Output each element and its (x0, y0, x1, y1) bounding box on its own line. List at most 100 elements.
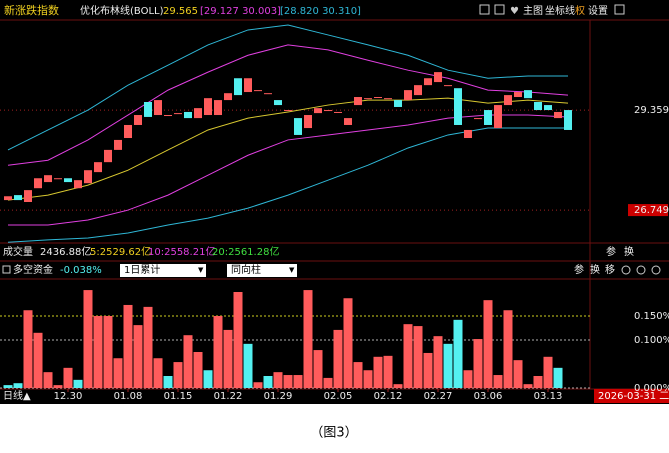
icon[interactable]: ♥ (510, 6, 519, 17)
icon[interactable] (479, 4, 490, 15)
dropdown[interactable] (120, 264, 206, 277)
candle (354, 97, 362, 106)
band-line (7, 97, 569, 201)
bar (243, 343, 253, 388)
indicator: 优化布林线(BOLL) (80, 4, 164, 17)
button[interactable]: 换 (624, 245, 634, 258)
tick-box (628, 204, 668, 217)
bar (223, 329, 233, 388)
bar (333, 329, 343, 388)
x-tick-label: 01.15 (164, 391, 193, 402)
bar (83, 290, 93, 388)
candle (114, 139, 122, 150)
candle (564, 110, 572, 130)
button[interactable]: 权 (575, 4, 585, 17)
button[interactable]: 参 (606, 245, 616, 258)
candle (174, 113, 182, 115)
candle (524, 90, 532, 99)
dropdown-text[interactable]: 同向柱 (231, 263, 261, 276)
candle (154, 100, 162, 116)
bar (473, 339, 483, 388)
dropdown-text[interactable]: 1日累计 (124, 263, 160, 276)
candle (274, 100, 282, 106)
candle (334, 111, 342, 113)
period[interactable]: 日线▲ (3, 389, 31, 402)
bar (513, 360, 523, 388)
bar (303, 290, 313, 388)
x-tick-label: 01.29 (264, 391, 293, 402)
bar (483, 300, 493, 388)
icon[interactable] (621, 265, 631, 275)
x-tick-label: 02.27 (424, 391, 453, 402)
bar (423, 352, 433, 388)
bar (433, 336, 443, 388)
dropdown[interactable] (227, 264, 297, 277)
candle (84, 170, 92, 184)
candle (264, 93, 272, 95)
x-tick-label: 01.22 (214, 391, 243, 402)
icon[interactable] (2, 265, 11, 274)
candle (194, 108, 202, 119)
dropdown-arrow[interactable]: ▼ (289, 266, 295, 274)
candle (284, 110, 292, 112)
candle (394, 100, 402, 107)
bar (53, 385, 63, 388)
mid-value: 29.565 (163, 6, 198, 17)
bar (123, 304, 133, 388)
button[interactable]: 参 (574, 263, 584, 276)
candle (534, 101, 542, 111)
candle (294, 118, 302, 135)
band-value: [28.820 30.310] (280, 6, 361, 17)
candle (404, 90, 412, 101)
candle (254, 90, 262, 92)
candle (164, 115, 172, 117)
bar (63, 367, 73, 388)
icon[interactable] (614, 4, 625, 15)
bar (3, 385, 13, 388)
candle (384, 98, 392, 100)
icon[interactable] (651, 265, 661, 275)
bar (523, 384, 533, 388)
bar (373, 356, 383, 388)
button[interactable]: 主图 (523, 5, 543, 17)
x-tick-label: 03.13 (534, 391, 563, 402)
bar (383, 355, 393, 388)
bar (413, 326, 423, 388)
y-tick-label: 0.150% (634, 311, 669, 322)
candle (14, 195, 22, 201)
bar (23, 310, 33, 388)
bar (173, 362, 183, 388)
button[interactable]: 设置 (588, 5, 608, 17)
bar (113, 358, 123, 388)
candle (374, 97, 382, 99)
date: 2026-03-31 二 (598, 391, 669, 402)
candle (424, 78, 432, 86)
bar (393, 384, 403, 388)
button[interactable]: 换 (590, 263, 600, 276)
bar (323, 377, 333, 388)
candle (304, 115, 312, 129)
bar (353, 362, 363, 388)
candle (4, 196, 12, 201)
candle (494, 105, 502, 129)
icon[interactable] (636, 265, 646, 275)
bar (263, 376, 273, 388)
icon[interactable] (494, 4, 505, 15)
candle (144, 101, 152, 117)
candle (414, 85, 422, 96)
candle (104, 149, 112, 163)
volume-label: 成交量 (3, 245, 33, 258)
x-tick-label: 12.30 (54, 391, 83, 402)
dropdown-arrow[interactable]: ▼ (198, 266, 204, 274)
bar (403, 324, 413, 388)
band-line (7, 127, 568, 243)
x-tick-label: 03.06 (474, 391, 503, 402)
band-line (7, 24, 568, 151)
candle (434, 72, 442, 83)
button[interactable]: 坐标线 (545, 4, 575, 17)
flow-label: 多空资金 (13, 263, 53, 276)
button[interactable]: 移 (605, 263, 615, 276)
candle (244, 78, 252, 93)
volume-ma: 20:2561.28亿 (212, 245, 279, 258)
